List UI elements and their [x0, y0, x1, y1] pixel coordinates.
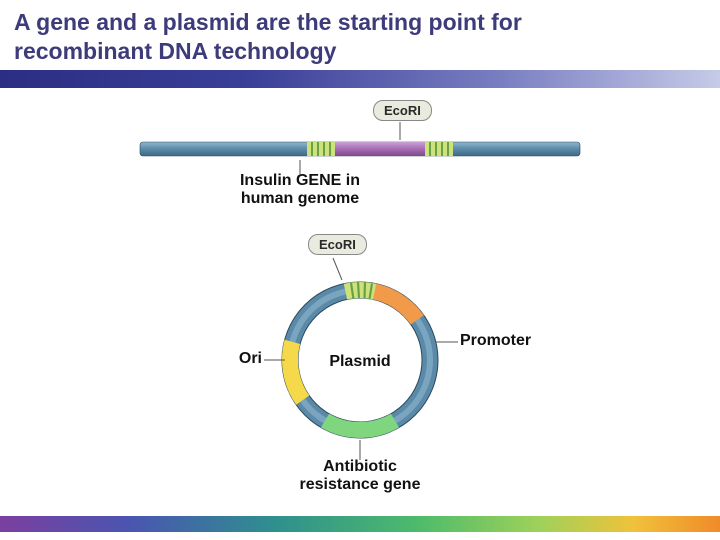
ori-label: Ori: [222, 350, 262, 368]
top-accent-bar: [0, 70, 720, 88]
plasmid-ring: Plasmid: [130, 100, 590, 495]
plasmid-center-label: Plasmid: [329, 353, 390, 370]
bottom-accent-bar: [0, 516, 720, 532]
page-title: A gene and a plasmid are the starting po…: [14, 8, 574, 66]
antibiotic-segment: [325, 421, 395, 430]
ori-segment: [290, 342, 303, 400]
promoter-label: Promoter: [460, 332, 550, 350]
diagram-area: EcoRI: [130, 100, 590, 495]
antibiotic-label: Antibiotic resistance gene: [285, 458, 435, 495]
promoter-segment: [372, 291, 417, 320]
